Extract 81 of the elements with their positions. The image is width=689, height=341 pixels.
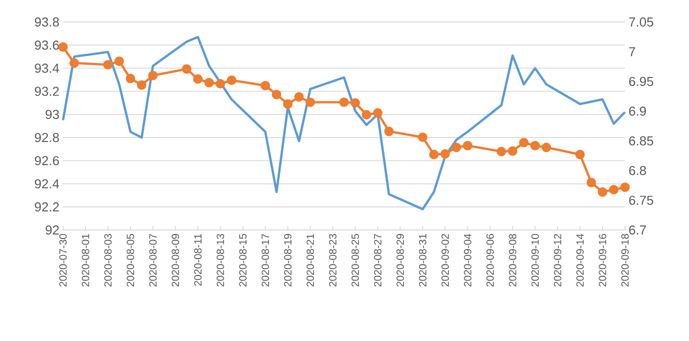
point bbox=[216, 79, 226, 89]
point bbox=[452, 142, 462, 152]
y-tick-label: 93.4 bbox=[34, 64, 60, 73]
point bbox=[226, 75, 236, 85]
x-tick-label: 2020-09-02 bbox=[441, 234, 449, 286]
y2-tick-label: 6.95 bbox=[629, 76, 654, 86]
x-tick-label: 2020-08-09 bbox=[172, 234, 180, 286]
y2-tick-label: 7 bbox=[629, 47, 636, 56]
y2-tick-label: 6.7 bbox=[629, 225, 646, 235]
point bbox=[384, 126, 394, 136]
point bbox=[103, 60, 113, 70]
y2-tick-label: 7.05 bbox=[629, 17, 654, 27]
y-tick-label: 92.6 bbox=[34, 156, 59, 166]
point bbox=[362, 110, 372, 120]
y2-tick-label: 6.75 bbox=[629, 196, 654, 205]
point bbox=[69, 58, 79, 68]
y-tick-label: 92.8 bbox=[34, 132, 59, 142]
point bbox=[339, 97, 349, 107]
point bbox=[496, 146, 506, 156]
point bbox=[542, 142, 552, 152]
x-tick-label: 2020-08-21 bbox=[306, 234, 314, 286]
point bbox=[204, 78, 214, 88]
y-tick-label: 93.2 bbox=[34, 86, 59, 96]
point bbox=[586, 178, 596, 188]
point bbox=[283, 99, 293, 109]
x-tick-label: 2020-08-07 bbox=[149, 234, 157, 286]
x-tick-label: 2020-08-01 bbox=[82, 234, 90, 286]
point bbox=[418, 132, 428, 142]
point bbox=[260, 80, 270, 90]
x-tick-label: 2020-08-29 bbox=[396, 234, 404, 286]
y-tick-label: 92.2 bbox=[34, 202, 59, 212]
point bbox=[114, 56, 124, 66]
x-tick-label: 2020-08-31 bbox=[418, 234, 426, 286]
x-tick-label: 2020-08-27 bbox=[374, 234, 382, 286]
x-tick-label: 2020-08-25 bbox=[352, 234, 359, 286]
point bbox=[429, 150, 439, 160]
point bbox=[519, 138, 529, 148]
point bbox=[575, 150, 585, 160]
y-tick-label: 93 bbox=[46, 110, 59, 120]
x-tick-label: 2020-08-11 bbox=[194, 234, 202, 286]
x-tick-label: 2020-07-30 bbox=[59, 234, 67, 286]
point bbox=[306, 97, 316, 107]
x-tick-label: 2020-09-18 bbox=[621, 234, 629, 286]
point bbox=[620, 182, 630, 192]
y2-tick-label: 6.9 bbox=[629, 106, 646, 116]
y-tick-label: 92.4 bbox=[34, 179, 60, 188]
point bbox=[598, 187, 608, 197]
point bbox=[294, 92, 304, 102]
x-tick-label: 2020-08-05 bbox=[126, 234, 134, 286]
point bbox=[462, 140, 472, 150]
point bbox=[148, 70, 158, 80]
x-tick-label: 2020-09-14 bbox=[576, 234, 584, 286]
x-tick-label: 2020-08-15 bbox=[239, 234, 247, 286]
point bbox=[609, 184, 619, 194]
y-tick-label: 93.6 bbox=[34, 40, 59, 50]
point bbox=[58, 42, 68, 52]
x-tick-label: 2020-09-08 bbox=[508, 234, 516, 286]
point bbox=[136, 80, 146, 90]
point bbox=[350, 98, 360, 108]
point bbox=[372, 108, 382, 118]
point bbox=[193, 74, 203, 84]
x-tick-label: 2020-08-17 bbox=[262, 234, 270, 286]
y-tick-label: 92 bbox=[46, 225, 59, 235]
point bbox=[182, 64, 192, 74]
x-tick-label: 2020-09-10 bbox=[531, 234, 539, 286]
x-tick-label: 2020-09-16 bbox=[598, 234, 606, 286]
x-tick-label: 2020-08-03 bbox=[104, 234, 112, 286]
x-tick-label: 2020-09-06 bbox=[486, 234, 494, 286]
x-tick-label: 2020-08-23 bbox=[329, 234, 336, 286]
point bbox=[440, 149, 450, 159]
point bbox=[126, 74, 136, 84]
x-tick-label: 2020-08-19 bbox=[284, 234, 292, 286]
point bbox=[272, 90, 282, 100]
x-tick-label: 2020-08-13 bbox=[216, 234, 224, 286]
y2-tick-label: 6.85 bbox=[629, 136, 654, 146]
y2-tick-label: 6.8 bbox=[629, 166, 646, 176]
x-tick-label: 2020-09-12 bbox=[554, 234, 562, 286]
point bbox=[508, 146, 518, 156]
x-tick-label: 2020-09-04 bbox=[464, 234, 472, 286]
y-tick-label: 93.8 bbox=[34, 17, 59, 27]
point bbox=[530, 140, 540, 150]
